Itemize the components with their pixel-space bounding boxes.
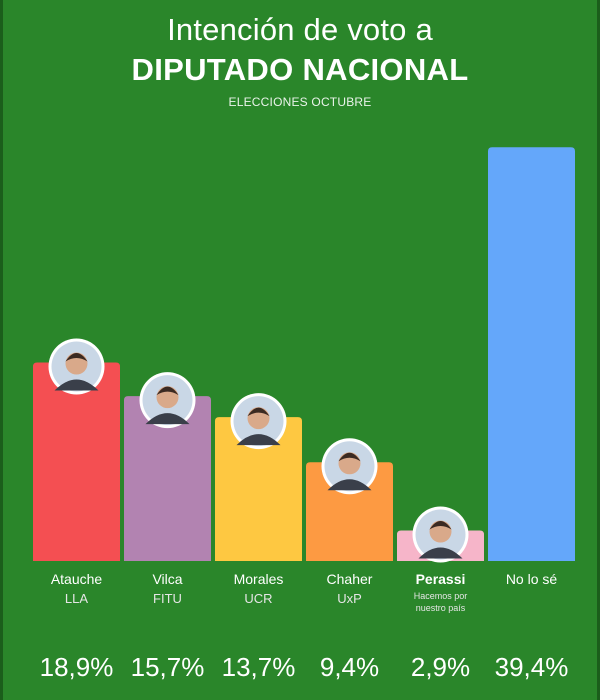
- party-label: FITU: [153, 591, 182, 606]
- avatar-atauche-icon: [48, 338, 105, 395]
- avatar-hair: [429, 521, 452, 530]
- bar-vilca: [124, 396, 211, 561]
- candidate-name-label: Chaher: [327, 571, 373, 587]
- avatar-shoulders: [418, 547, 463, 559]
- value-label: 9,4%: [320, 652, 379, 682]
- avatar-hair: [338, 452, 361, 462]
- avatar-shoulders: [327, 479, 372, 491]
- avatar-hair: [247, 407, 270, 417]
- bar-atauche: [33, 362, 120, 561]
- chart-title-line1: Intención de voto a: [167, 12, 433, 47]
- party-label: LLA: [65, 591, 88, 606]
- value-label: 2,9%: [411, 652, 470, 682]
- chart-subtitle: ELECCIONES OCTUBRE: [228, 95, 372, 109]
- party-label: UCR: [244, 591, 272, 606]
- avatar-shoulders: [145, 413, 190, 425]
- avatar-chaher-icon: [321, 438, 378, 495]
- candidate-name-label: No lo sé: [506, 571, 558, 587]
- bar-morales: [215, 417, 302, 561]
- avatar-hair: [65, 353, 88, 362]
- avatar-vilca-icon: [139, 372, 196, 429]
- party-label-line1: Hacemos por: [414, 591, 468, 601]
- party-label: UxP: [337, 591, 362, 606]
- value-label: 15,7%: [131, 652, 205, 682]
- value-label: 13,7%: [222, 652, 296, 682]
- value-label: 18,9%: [40, 652, 114, 682]
- candidate-name-label: Atauche: [51, 571, 103, 587]
- candidate-name-label: Perassi: [416, 571, 466, 587]
- avatar-shoulders: [54, 379, 99, 391]
- bar-no-lo-s-: [488, 147, 575, 562]
- avatar-morales-icon: [230, 393, 287, 450]
- party-label-line2: nuestro país: [416, 603, 466, 613]
- candidate-name-label: Vilca: [152, 571, 182, 587]
- avatar-perassi-icon: [412, 506, 469, 563]
- chart-title-line2: DIPUTADO NACIONAL: [131, 52, 469, 87]
- value-label: 39,4%: [495, 652, 569, 682]
- avatar-hair: [156, 386, 179, 396]
- avatar-shoulders: [236, 434, 281, 446]
- bar-chaher: [306, 462, 393, 561]
- candidate-name-label: Morales: [234, 571, 284, 587]
